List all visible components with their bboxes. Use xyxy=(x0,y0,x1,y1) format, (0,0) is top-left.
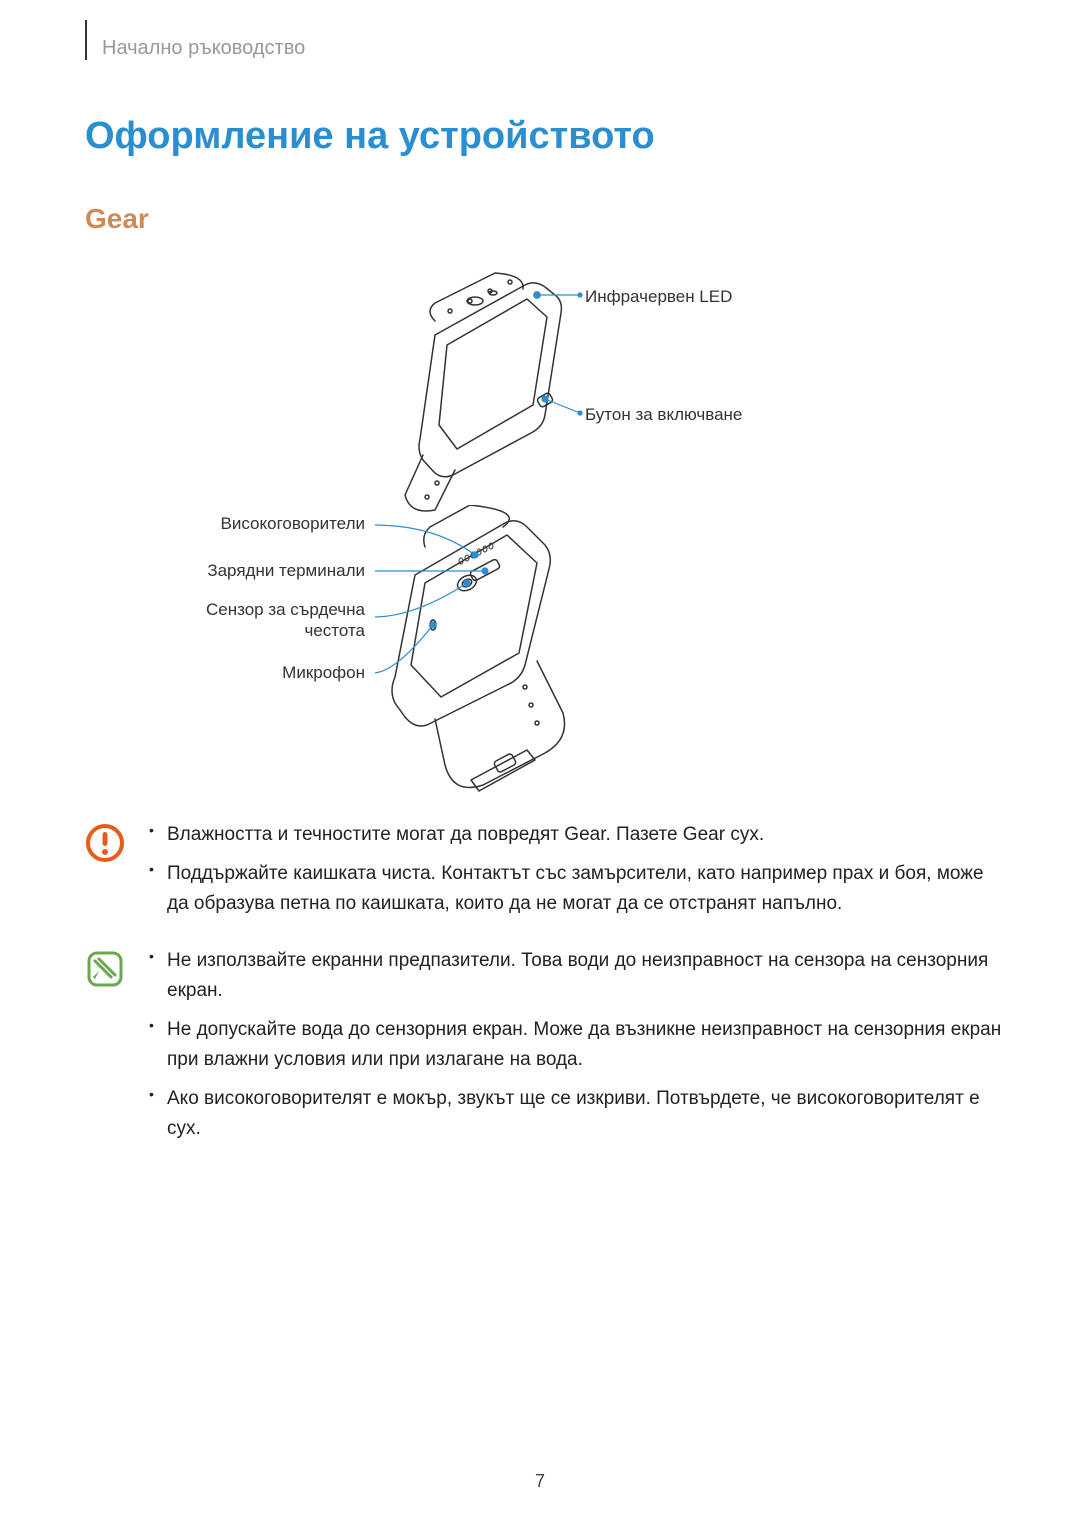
watch-back-illustration xyxy=(375,505,615,795)
info-note-block: Не използвайте екранни предпазители. Тов… xyxy=(85,946,1005,1153)
breadcrumb-text: Начално ръководство xyxy=(102,37,305,60)
callout-charging-terminals: Зарядни терминали xyxy=(207,561,365,581)
watch-front-illustration xyxy=(375,265,595,515)
info-item: Не допускайте вода до сензорния екран. М… xyxy=(147,1015,1005,1074)
note-icon xyxy=(85,949,125,989)
info-list: Не използвайте екранни предпазители. Тов… xyxy=(147,946,1005,1153)
page-number: 7 xyxy=(535,1471,545,1492)
warning-list: Влажността и течностите могат да повредя… xyxy=(147,820,1005,928)
warning-icon xyxy=(85,823,125,863)
warning-item: Поддържайте каишката чиста. Контактът съ… xyxy=(147,859,1005,918)
breadcrumb-header: Начално ръководство xyxy=(85,20,1005,60)
warning-item: Влажността и течностите могат да повредя… xyxy=(147,820,1005,849)
page-title: Оформление на устройството xyxy=(85,115,1005,158)
callout-heart-rate-sensor: Сензор за сърдечначестота xyxy=(206,599,365,642)
device-diagram: Инфрачервен LED Бутон за включване Висок… xyxy=(85,265,1005,805)
callout-microphone: Микрофон xyxy=(282,663,365,683)
info-item: Не използвайте екранни предпазители. Тов… xyxy=(147,946,1005,1005)
callout-speakers: Високоговорители xyxy=(221,514,366,534)
info-item: Ако високоговорителят е мокър, звукът ще… xyxy=(147,1084,1005,1143)
callout-power-button: Бутон за включване xyxy=(585,405,742,425)
callout-ir-led: Инфрачервен LED xyxy=(585,287,732,307)
warning-note-block: Влажността и течностите могат да повредя… xyxy=(85,820,1005,928)
section-title: Gear xyxy=(85,203,1005,235)
